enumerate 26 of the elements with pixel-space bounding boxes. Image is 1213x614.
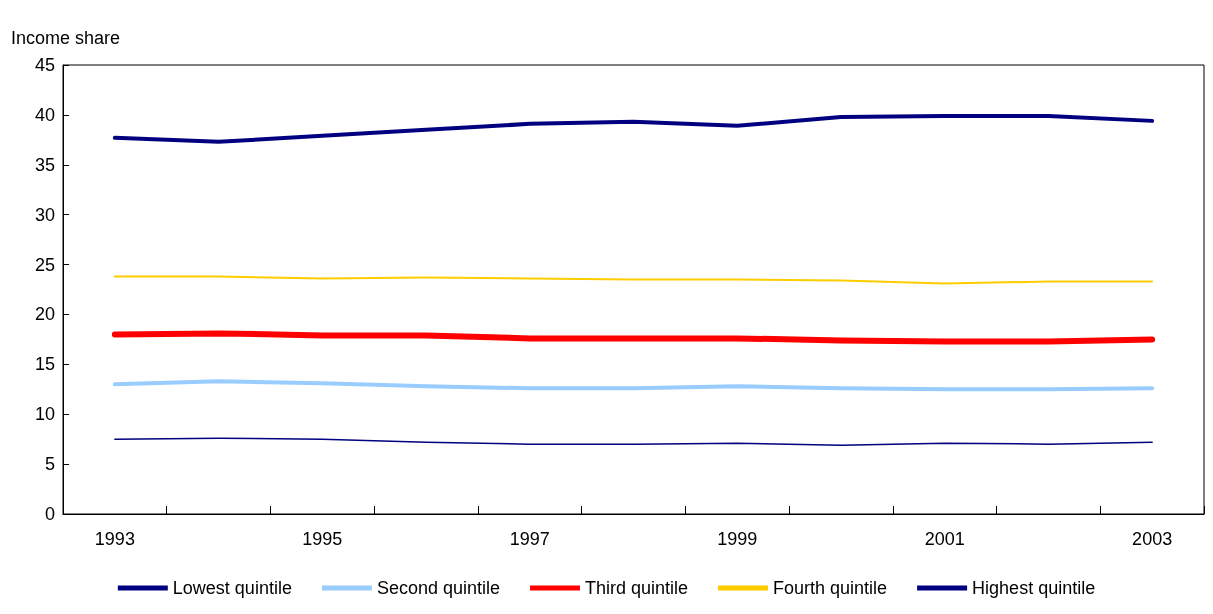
x-tick-label: 2001 <box>924 529 965 549</box>
x-tick-label: 1993 <box>94 529 135 549</box>
y-tick-label: 10 <box>34 404 55 425</box>
y-tick-label: 45 <box>34 55 55 75</box>
x-tick-label: 2003 <box>1132 529 1173 549</box>
y-tick-label: 5 <box>44 454 55 475</box>
legend-label: Third quintile <box>584 578 689 598</box>
line-series <box>114 437 1153 446</box>
y-tick-label: 40 <box>34 104 55 125</box>
y-tick-label: 30 <box>34 204 55 225</box>
line-series <box>112 113 1155 144</box>
y-tick-label: 25 <box>34 254 55 275</box>
y-tick-label: 20 <box>34 304 55 325</box>
x-tick-label: 1997 <box>509 529 550 549</box>
y-tick-label: 0 <box>44 504 55 524</box>
line-series <box>112 379 1155 392</box>
legend-label: Second quintile <box>376 578 500 598</box>
legend-label: Highest quintile <box>972 578 1096 598</box>
x-tick-label: 1995 <box>302 529 343 549</box>
y-tick-label: 15 <box>34 354 55 375</box>
line-series <box>113 275 1154 285</box>
x-tick-label: 1999 <box>717 529 758 549</box>
y-axis-title: Income share <box>11 28 121 48</box>
y-tick-label: 35 <box>34 154 55 175</box>
legend-label: Lowest quintile <box>172 578 292 598</box>
legend-label: Fourth quintile <box>773 578 888 598</box>
